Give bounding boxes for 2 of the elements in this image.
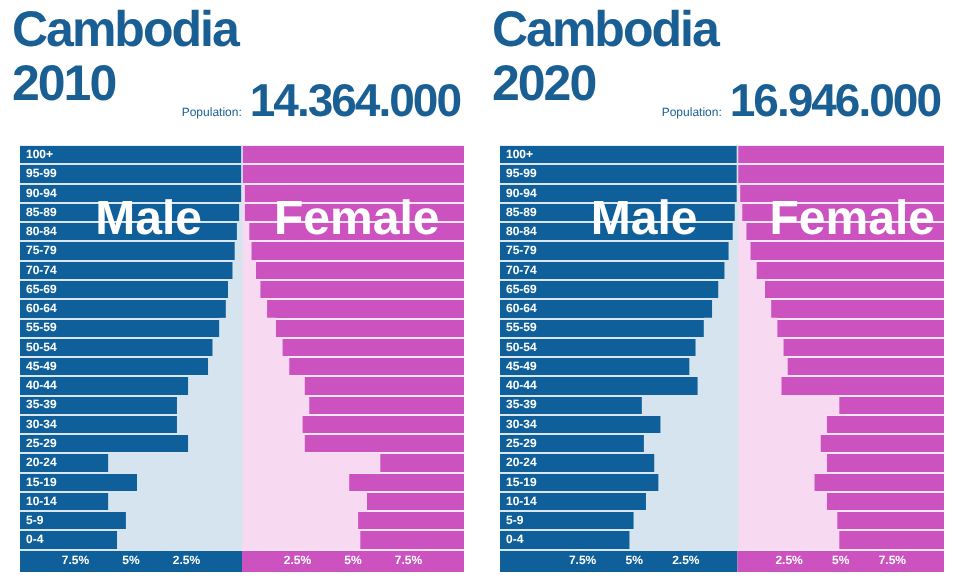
text: 14.364.000 [249,74,460,126]
text: 16.946.000 [729,74,940,126]
